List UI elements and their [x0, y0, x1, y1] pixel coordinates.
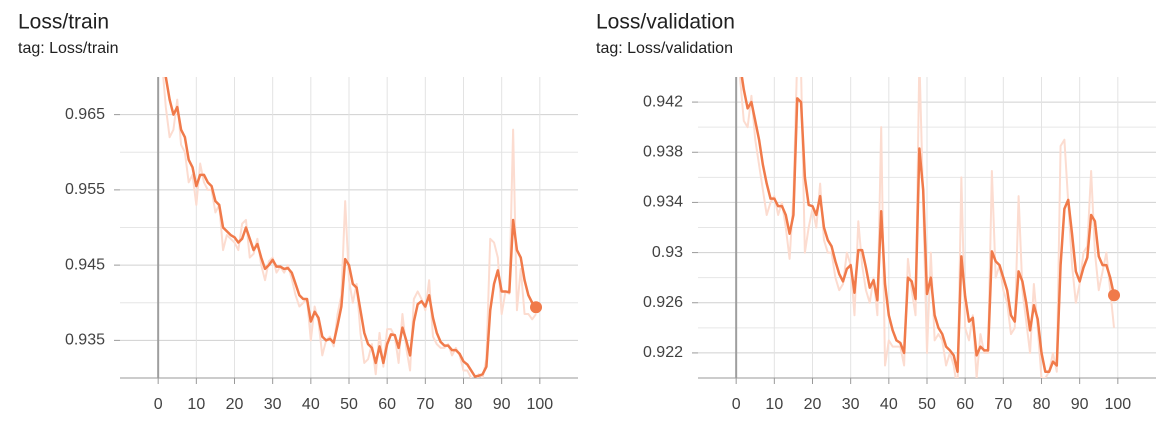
- y-tick-label: 0.926: [643, 294, 683, 311]
- x-tick-label: 10: [765, 396, 783, 413]
- end-marker: [530, 301, 543, 314]
- x-tick-label: 90: [1071, 396, 1089, 413]
- chart: Loss/train tag: Loss/train 0.935 0.945 0.955…: [18, 11, 578, 413]
- y-tick-label: 0.922: [643, 344, 683, 361]
- x-tick-label: 10: [187, 396, 205, 413]
- x-tick-label: 20: [226, 396, 244, 413]
- x-tick-label: 40: [880, 396, 898, 413]
- y-tick-label: 0.934: [643, 194, 683, 211]
- series-line: [164, 77, 537, 378]
- end-marker: [1108, 289, 1121, 302]
- y-tick-label: 0.935: [65, 332, 105, 349]
- chart: Loss/validation tag: Loss/validation 0.922…: [596, 11, 1156, 413]
- x-tick-label: 80: [1033, 396, 1051, 413]
- y-tick-label: 0.945: [65, 256, 105, 273]
- y-tick-label: 0.965: [65, 106, 105, 123]
- y-tick-label: 0.93: [652, 244, 683, 261]
- series-line: [738, 77, 1116, 378]
- chart-title: Loss/validation: [596, 11, 735, 34]
- x-tick-label: 20: [804, 396, 822, 413]
- x-tick-label: 60: [378, 396, 396, 413]
- x-tick-label: 30: [264, 396, 282, 413]
- series-line: [740, 77, 1116, 373]
- x-tick-label: 70: [416, 396, 434, 413]
- x-tick-label: 70: [994, 396, 1012, 413]
- x-tick-label: 60: [956, 396, 974, 413]
- chart-title: Loss/train: [18, 11, 109, 34]
- y-tick-label: 0.955: [65, 181, 105, 198]
- x-tick-label: 30: [842, 396, 860, 413]
- x-tick-label: 100: [1104, 396, 1131, 413]
- x-tick-label: 40: [302, 396, 320, 413]
- x-tick-label: 0: [732, 396, 741, 413]
- plot-area: [162, 77, 537, 378]
- x-tick-label: 50: [918, 396, 936, 413]
- chart-subtitle: tag: Loss/validation: [596, 40, 733, 57]
- x-tick-label: 0: [154, 396, 163, 413]
- y-tick-label: 0.938: [643, 143, 683, 160]
- y-tick-label: 0.942: [643, 93, 683, 110]
- plot-area: [738, 77, 1116, 378]
- chart-subtitle: tag: Loss/train: [18, 40, 119, 57]
- x-tick-label: 80: [455, 396, 473, 413]
- x-tick-label: 90: [493, 396, 511, 413]
- x-tick-label: 50: [340, 396, 358, 413]
- x-tick-label: 100: [526, 396, 553, 413]
- series-line: [162, 77, 537, 378]
